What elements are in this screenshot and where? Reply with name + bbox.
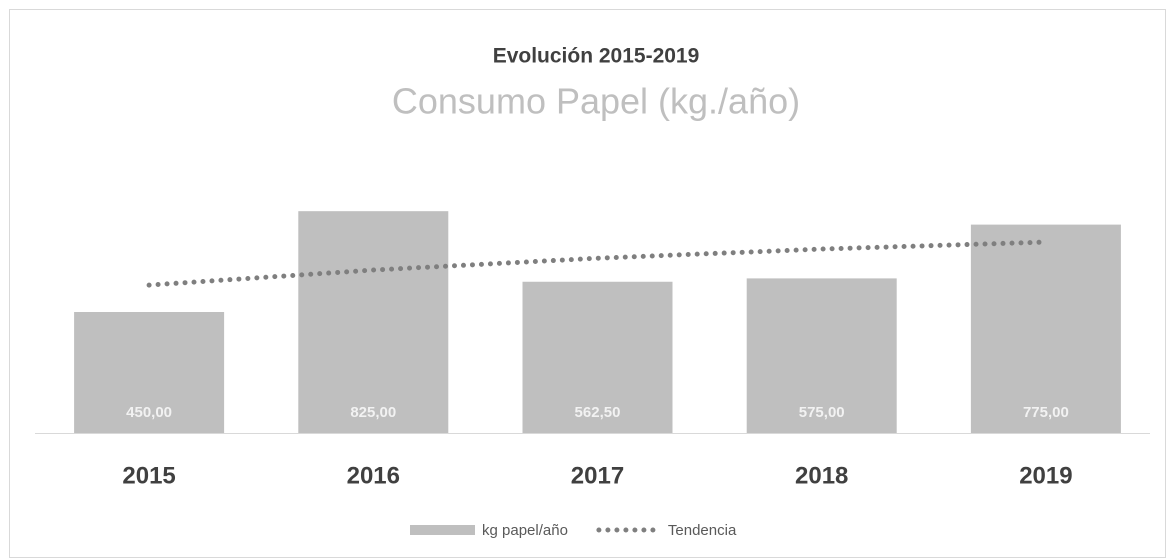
bar (298, 211, 449, 433)
x-tick-label: 2019 (1019, 462, 1072, 489)
bar (970, 224, 1121, 433)
x-tick-label: 2016 (347, 462, 400, 489)
chart-subtitle: Consumo Papel (kg./año) (392, 81, 800, 122)
bar (746, 278, 897, 433)
data-label: 575,00 (799, 404, 845, 421)
x-tick-label: 2018 (795, 462, 848, 489)
bar (74, 312, 225, 433)
data-label: 450,00 (126, 404, 172, 421)
chart-title: Evolución 2015-2019 (493, 45, 700, 68)
legend-swatch (410, 525, 475, 535)
x-tick-label: 2017 (571, 462, 624, 489)
bar (522, 281, 673, 433)
data-label: 562,50 (575, 404, 621, 421)
legend-label: Tendencia (668, 522, 737, 539)
legend-label: kg papel/año (482, 522, 568, 539)
trend-line (146, 239, 1049, 288)
data-label: 825,00 (350, 404, 396, 421)
data-label: 775,00 (1023, 404, 1069, 421)
x-tick-label: 2015 (122, 462, 175, 489)
